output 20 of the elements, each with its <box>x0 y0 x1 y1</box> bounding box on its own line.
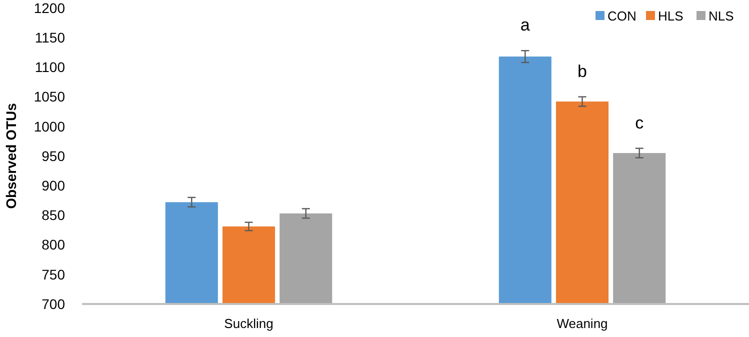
annotation: b <box>578 62 587 81</box>
y-axis-title: Observed OTUs <box>3 102 19 209</box>
x-tick-label: Weaning <box>556 316 608 331</box>
y-tick-label: 1000 <box>34 118 66 134</box>
y-tick-label: 750 <box>42 266 66 282</box>
y-tick-label: 800 <box>42 236 66 253</box>
legend-label: NLS <box>708 8 734 24</box>
y-tick-label: 1100 <box>34 59 66 76</box>
y-tick-label: 700 <box>42 296 66 312</box>
legend-label: HLS <box>658 8 684 24</box>
y-tick-label: 900 <box>42 178 66 194</box>
annotation: c <box>635 113 644 132</box>
y-tick-label: 950 <box>42 148 66 164</box>
y-tick-label: 1150 <box>34 30 66 46</box>
y-tick-label: 1200 <box>34 0 66 16</box>
y-tick-label: 850 <box>42 207 66 224</box>
y-tick-label: 1050 <box>34 88 66 105</box>
legend-label: CON <box>608 8 636 24</box>
annotation: a <box>520 16 530 35</box>
x-tick-label: Suckling <box>224 316 274 331</box>
